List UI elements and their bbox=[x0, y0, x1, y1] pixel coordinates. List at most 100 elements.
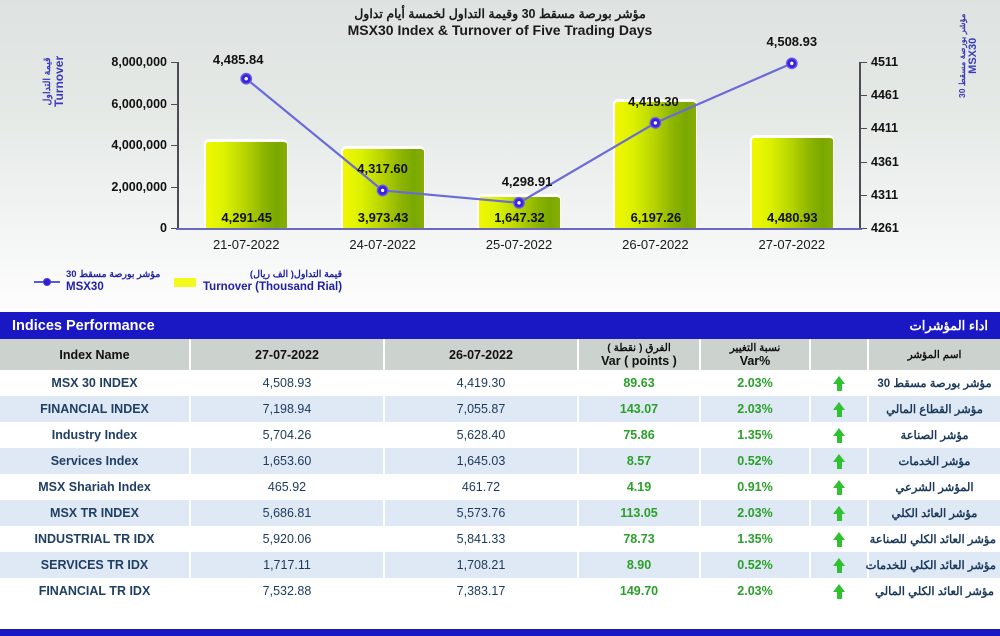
arrow-up-icon bbox=[832, 427, 846, 443]
column-header-4[interactable]: نسبة التغيير Var% bbox=[700, 339, 811, 370]
x-axis-tick-label: 25-07-2022 bbox=[485, 237, 553, 252]
variation-points: 75.86 bbox=[578, 422, 701, 448]
value-previous-date: 7,383.17 bbox=[384, 578, 579, 604]
value-current-date: 5,920.06 bbox=[190, 526, 385, 552]
table-row[interactable]: INDUSTRIAL TR IDX 5,920.06 5,841.33 78.73 1.… bbox=[0, 526, 1000, 552]
direction-indicator bbox=[810, 422, 869, 448]
index-name-arabic: مؤشر العائد الكلي للخدمات bbox=[866, 552, 1000, 578]
y-axis-left-tick-label: 4,000,000 bbox=[111, 137, 167, 152]
table-row[interactable]: MSX TR INDEX 5,686.81 5,573.76 113.05 2.03% م… bbox=[0, 500, 1000, 526]
y-axis-right-title: مؤشر بورصة مسقط 30 MSX30 bbox=[957, 14, 979, 98]
chart-title-arabic: مؤشر بورصة مسقط 30 وقيمة التداول لخمسة أ… bbox=[354, 7, 646, 21]
turnover-bar-value-label: 3,973.43 bbox=[357, 210, 409, 225]
table-row[interactable]: MSX Shariah Index 465.92 461.72 4.19 0.91% ال… bbox=[0, 474, 1000, 500]
table-row[interactable]: FINANCIAL TR IDX 7,532.88 7,383.17 149.70 2.… bbox=[0, 578, 1000, 604]
x-axis-tick-label: 21-07-2022 bbox=[212, 237, 280, 252]
msx30-point-label: 4,298.91 bbox=[501, 173, 553, 189]
y-axis-left-tick bbox=[171, 186, 177, 188]
msx30-point-label: 4,485.84 bbox=[212, 51, 264, 67]
direction-indicator bbox=[810, 474, 869, 500]
y-axis-left-tick-label: 2,000,000 bbox=[111, 179, 167, 194]
column-header-arabic: اسم المؤشر bbox=[907, 348, 962, 361]
y-axis-right-tick-label: 4361 bbox=[871, 154, 899, 169]
value-current-date: 1,717.11 bbox=[190, 552, 385, 578]
y-axis-right-tick-label: 4311 bbox=[871, 187, 899, 202]
table-row[interactable]: Industry Index 5,704.26 5,628.40 75.86 1.35%… bbox=[0, 422, 1000, 448]
variation-percent: 0.52% bbox=[700, 448, 811, 474]
index-name-english: MSX TR INDEX bbox=[0, 500, 191, 526]
msx30-line-series bbox=[240, 57, 798, 209]
value-current-date: 4,508.93 bbox=[190, 370, 385, 396]
table-column-headers: Index Name 27-07-2022 26-07-2022 الفرق ( نق… bbox=[0, 339, 1000, 370]
msx30-data-point-center bbox=[517, 201, 521, 205]
legend-label: مؤشر بورصة مسقط 30 MSX30 bbox=[66, 269, 160, 294]
index-name-arabic: مؤشر العائد الكلي bbox=[868, 500, 1000, 526]
y-axis-left-line bbox=[177, 62, 179, 229]
legend-line-marker-icon bbox=[34, 276, 60, 288]
direction-indicator bbox=[810, 578, 869, 604]
turnover-bar[interactable]: 4,291.45 bbox=[204, 138, 289, 228]
value-previous-date: 5,841.33 bbox=[384, 526, 579, 552]
direction-indicator bbox=[810, 370, 869, 396]
column-header-5[interactable] bbox=[810, 339, 869, 370]
variation-percent: 2.03% bbox=[700, 396, 811, 422]
column-header-0[interactable]: Index Name bbox=[0, 339, 191, 370]
column-header-2[interactable]: 26-07-2022 bbox=[384, 339, 579, 370]
variation-points: 113.05 bbox=[578, 500, 701, 526]
index-name-arabic: مؤشر العائد الكلي المالي bbox=[868, 578, 1000, 604]
variation-percent: 2.03% bbox=[700, 500, 811, 526]
turnover-bar[interactable]: 4,480.93 bbox=[749, 135, 834, 228]
table-title-band: Indices Performance اداء المؤشرات bbox=[0, 312, 1000, 339]
table-row[interactable]: MSX 30 INDEX 4,508.93 4,419.30 89.63 2.03% مؤ… bbox=[0, 370, 1000, 396]
x-axis-tick-label: 27-07-2022 bbox=[758, 237, 826, 252]
index-name-english: Industry Index bbox=[0, 422, 191, 448]
arrow-up-icon bbox=[832, 375, 846, 391]
column-header-arabic: نسبة التغيير bbox=[729, 341, 781, 354]
turnover-bar-value-label: 4,291.45 bbox=[221, 210, 272, 225]
value-previous-date: 461.72 bbox=[384, 474, 579, 500]
x-axis-line bbox=[176, 228, 862, 230]
msx30-point-label: 4,317.60 bbox=[357, 161, 408, 177]
value-current-date: 1,653.60 bbox=[190, 448, 385, 474]
variation-percent: 1.35% bbox=[700, 422, 811, 448]
footer-bar bbox=[0, 629, 1000, 636]
turnover-bar-value-label: 4,480.93 bbox=[766, 210, 818, 225]
y-axis-left-tick-label: 6,000,000 bbox=[111, 96, 167, 111]
table-row[interactable]: SERVICES TR IDX 1,717.11 1,708.21 8.90 0.52%… bbox=[0, 552, 1000, 578]
y-axis-right-tick-label: 4511 bbox=[871, 54, 899, 69]
value-previous-date: 7,055.87 bbox=[384, 396, 579, 422]
column-header-1[interactable]: 27-07-2022 bbox=[190, 339, 385, 370]
legend-label-english: MSX30 bbox=[66, 280, 104, 293]
indices-performance-section: Indices Performance اداء المؤشرات Index … bbox=[0, 312, 1000, 636]
table-row[interactable]: FINANCIAL INDEX 7,198.94 7,055.87 143.07 2.0… bbox=[0, 396, 1000, 422]
table-body: MSX 30 INDEX 4,508.93 4,419.30 89.63 2.03% مؤ… bbox=[0, 370, 1000, 604]
table-row[interactable]: Services Index 1,653.60 1,645.03 8.57 0.52% م… bbox=[0, 448, 1000, 474]
legend-item[interactable]: مؤشر بورصة مسقط 30 MSX30 bbox=[34, 269, 160, 294]
value-current-date: 5,704.26 bbox=[190, 422, 385, 448]
variation-points: 143.07 bbox=[578, 396, 701, 422]
variation-percent: 1.35% bbox=[700, 526, 811, 552]
variation-points: 8.57 bbox=[578, 448, 701, 474]
index-name-english: FINANCIAL INDEX bbox=[0, 396, 191, 422]
direction-indicator bbox=[810, 552, 869, 578]
index-name-arabic: مؤشر القطاع المالي bbox=[868, 396, 1000, 422]
index-name-english: INDUSTRIAL TR IDX bbox=[0, 526, 191, 552]
arrow-up-icon bbox=[832, 505, 846, 521]
value-current-date: 7,532.88 bbox=[190, 578, 385, 604]
variation-percent: 2.03% bbox=[700, 370, 811, 396]
column-header-english: Var% bbox=[739, 353, 771, 368]
value-previous-date: 4,419.30 bbox=[384, 370, 579, 396]
value-current-date: 5,686.81 bbox=[190, 500, 385, 526]
column-header-3[interactable]: الفرق ( نقطة ) Var ( points ) bbox=[578, 339, 701, 370]
arrow-up-icon bbox=[832, 531, 846, 547]
variation-percent: 2.03% bbox=[700, 578, 811, 604]
column-header-6[interactable]: اسم المؤشر bbox=[868, 339, 1000, 370]
column-header-english: Index Name bbox=[59, 347, 130, 362]
variation-percent: 0.52% bbox=[700, 552, 811, 578]
legend-item[interactable]: قيمة التداول( الف ريال) Turnover (Thousan… bbox=[174, 269, 342, 294]
indices-performance-table: Indices Performance اداء المؤشرات Index … bbox=[0, 312, 1000, 604]
direction-indicator bbox=[810, 500, 869, 526]
y-axis-right-title-arabic: مؤشر بورصة مسقط 30 bbox=[957, 13, 967, 98]
y-axis-left-title: قيمة التداول Turnover bbox=[42, 56, 66, 107]
index-name-english: Services Index bbox=[0, 448, 191, 474]
